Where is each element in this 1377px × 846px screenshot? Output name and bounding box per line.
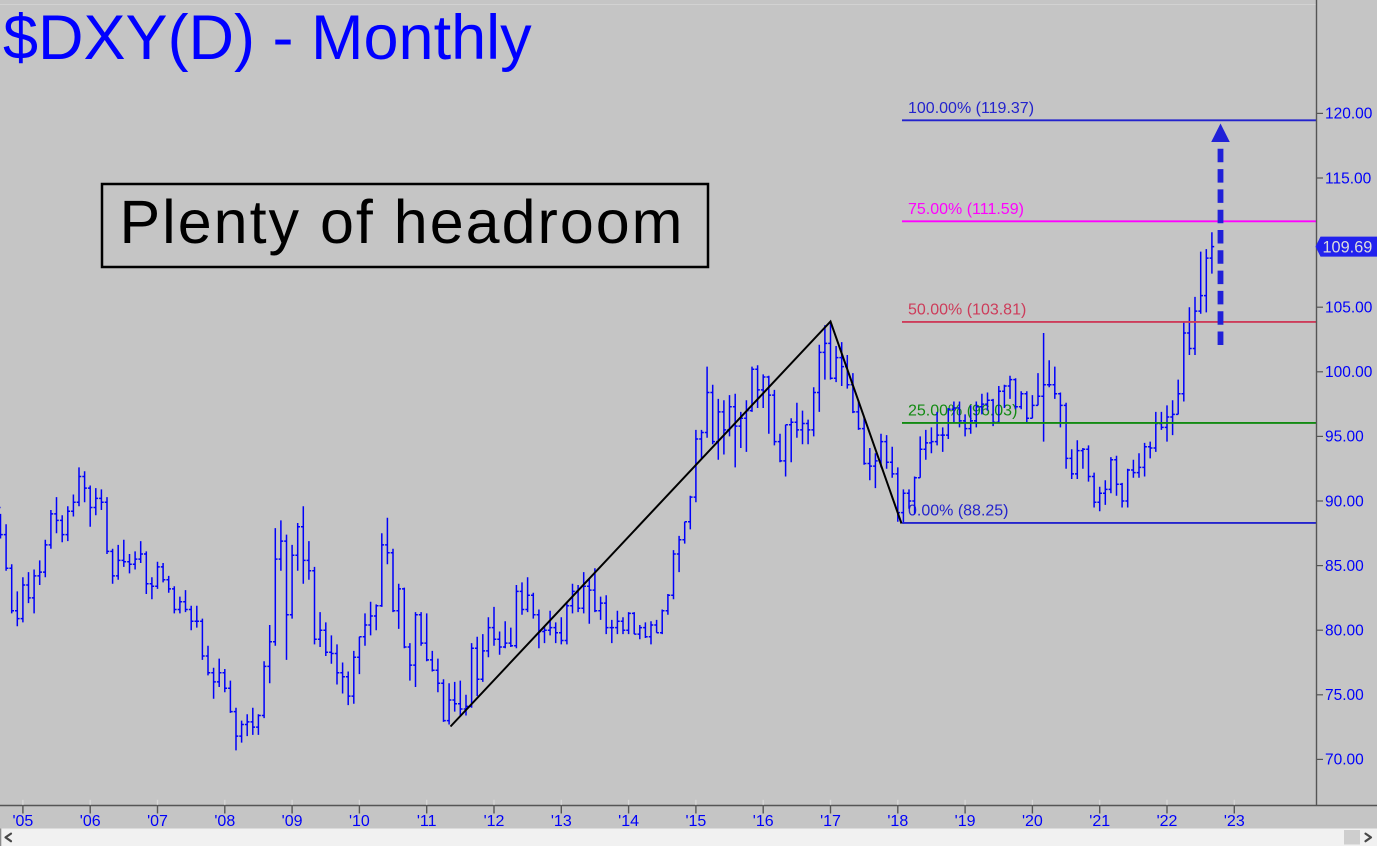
svg-text:'06: '06 xyxy=(80,813,101,830)
svg-text:'12: '12 xyxy=(484,813,505,830)
svg-text:'08: '08 xyxy=(214,813,235,830)
svg-text:'07: '07 xyxy=(147,813,168,830)
svg-text:25.00% (96.03): 25.00% (96.03) xyxy=(908,402,1017,419)
svg-text:75.00: 75.00 xyxy=(1325,687,1364,704)
svg-text:90.00: 90.00 xyxy=(1325,493,1364,510)
svg-text:105.00: 105.00 xyxy=(1325,300,1373,317)
svg-text:109.69: 109.69 xyxy=(1323,238,1373,256)
svg-text:'16: '16 xyxy=(753,813,774,830)
svg-text:'22: '22 xyxy=(1157,813,1178,830)
svg-text:'17: '17 xyxy=(820,813,841,830)
svg-text:'21: '21 xyxy=(1089,813,1110,830)
svg-text:'10: '10 xyxy=(349,813,370,830)
svg-text:80.00: 80.00 xyxy=(1325,623,1364,640)
svg-text:$DXY(D) - Monthly: $DXY(D) - Monthly xyxy=(3,3,532,73)
svg-text:'19: '19 xyxy=(955,813,976,830)
svg-text:115.00: 115.00 xyxy=(1325,170,1372,187)
svg-text:'15: '15 xyxy=(685,813,706,830)
svg-text:'05: '05 xyxy=(12,813,33,830)
svg-text:'23: '23 xyxy=(1224,813,1245,830)
svg-text:95.00: 95.00 xyxy=(1325,429,1364,446)
svg-text:70.00: 70.00 xyxy=(1325,752,1364,769)
svg-text:85.00: 85.00 xyxy=(1325,558,1364,575)
svg-text:50.00% (103.81): 50.00% (103.81) xyxy=(908,301,1026,318)
svg-text:'13: '13 xyxy=(551,813,572,830)
svg-text:100.00% (119.37): 100.00% (119.37) xyxy=(908,100,1034,117)
svg-text:Plenty of headroom: Plenty of headroom xyxy=(120,188,685,256)
svg-text:'14: '14 xyxy=(618,813,639,830)
svg-text:0.00% (88.25): 0.00% (88.25) xyxy=(908,502,1009,519)
svg-text:120.00: 120.00 xyxy=(1325,106,1373,123)
svg-text:75.00% (111.59): 75.00% (111.59) xyxy=(908,201,1024,218)
svg-text:'09: '09 xyxy=(282,813,303,830)
svg-text:'18: '18 xyxy=(887,813,908,830)
svg-text:'11: '11 xyxy=(417,813,437,830)
svg-text:'20: '20 xyxy=(1022,813,1043,830)
svg-text:100.00: 100.00 xyxy=(1325,364,1373,381)
